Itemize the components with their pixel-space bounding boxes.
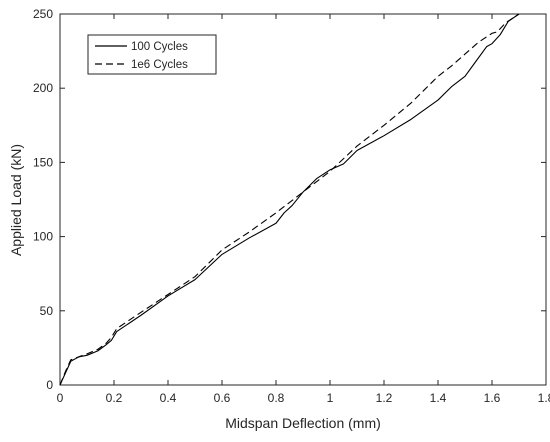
legend-label-100-cycles: 100 Cycles: [131, 41, 188, 53]
y-tick-label: 0: [46, 378, 53, 392]
x-axis-title: Midspan Deflection (mm): [225, 415, 381, 431]
x-tick-label: 0.4: [160, 391, 177, 405]
y-tick-label: 250: [33, 7, 53, 21]
y-axis-title: Applied Load (kN): [8, 144, 24, 256]
legend-label-1e6-cycles: 1e6 Cycles: [131, 59, 188, 71]
plot-area: [59, 13, 547, 386]
x-tick-label: 1.4: [430, 391, 447, 405]
x-tick-label: 0.2: [106, 391, 123, 405]
x-axis: 0 0.2 0.4 0.6 0.8 1 1.2 1.4 1.6 1.8: [57, 14, 550, 405]
y-tick-label: 100: [33, 230, 53, 244]
plot-frame: [59, 13, 547, 386]
x-tick-label: 0: [57, 391, 64, 405]
legend: 100 Cycles 1e6 Cycles: [87, 34, 217, 75]
y-tick-label: 50: [40, 304, 54, 318]
x-tick-label: 1.8: [538, 391, 550, 405]
x-tick-label: 0.6: [214, 391, 231, 405]
x-tick-label: 0.8: [268, 391, 285, 405]
series-layer: [59, 13, 520, 386]
y-tick-label: 150: [33, 155, 53, 169]
legend-box: [87, 34, 217, 75]
series-line-100-cycles: [59, 13, 520, 386]
x-tick-label: 1.2: [376, 391, 393, 405]
x-tick-label: 1: [327, 391, 334, 405]
x-tick-label: 1.6: [484, 391, 501, 405]
series-line-1e6-cycles: [59, 13, 520, 386]
y-tick-label: 200: [33, 81, 53, 95]
y-axis: 0 50 100 150 200 250: [33, 7, 546, 392]
